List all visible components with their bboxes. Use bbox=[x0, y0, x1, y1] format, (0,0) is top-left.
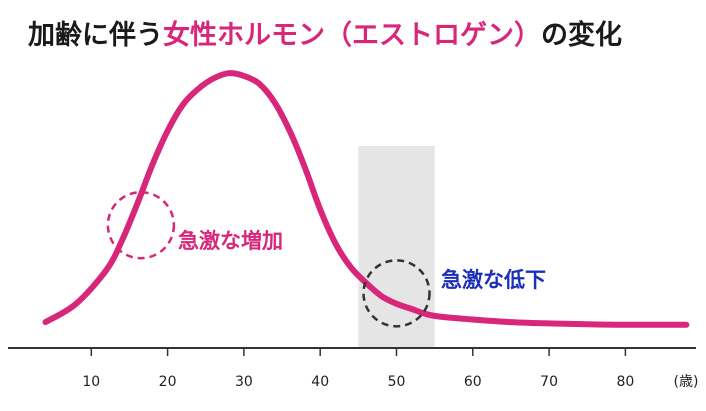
title-highlight: 女性ホルモン（エストロゲン） bbox=[163, 20, 541, 51]
title-prefix: 加齢に伴う bbox=[28, 20, 163, 51]
decrease-label: 急激な低下 bbox=[441, 268, 546, 292]
highlight-band bbox=[358, 146, 435, 348]
chart-title: 加齢に伴う女性ホルモン（エストロゲン）の変化 bbox=[28, 16, 622, 56]
x-tick-label: 20 bbox=[159, 374, 177, 390]
title-suffix: の変化 bbox=[541, 20, 622, 51]
decrease-circle bbox=[362, 259, 431, 328]
increase-circle bbox=[106, 190, 176, 260]
x-tick-label: 80 bbox=[616, 374, 634, 390]
x-tick-label: 40 bbox=[311, 374, 329, 390]
x-tick-label: 60 bbox=[464, 374, 482, 390]
increase-label: 急激な増加 bbox=[178, 229, 283, 253]
x-tick-label: 70 bbox=[540, 374, 558, 390]
estrogen-curve bbox=[42, 70, 690, 328]
x-tick-label: 50 bbox=[388, 374, 406, 390]
x-tick-label: 30 bbox=[235, 374, 253, 390]
x-axis-label: (歳) bbox=[674, 374, 699, 390]
x-tick-label: 10 bbox=[82, 374, 100, 390]
